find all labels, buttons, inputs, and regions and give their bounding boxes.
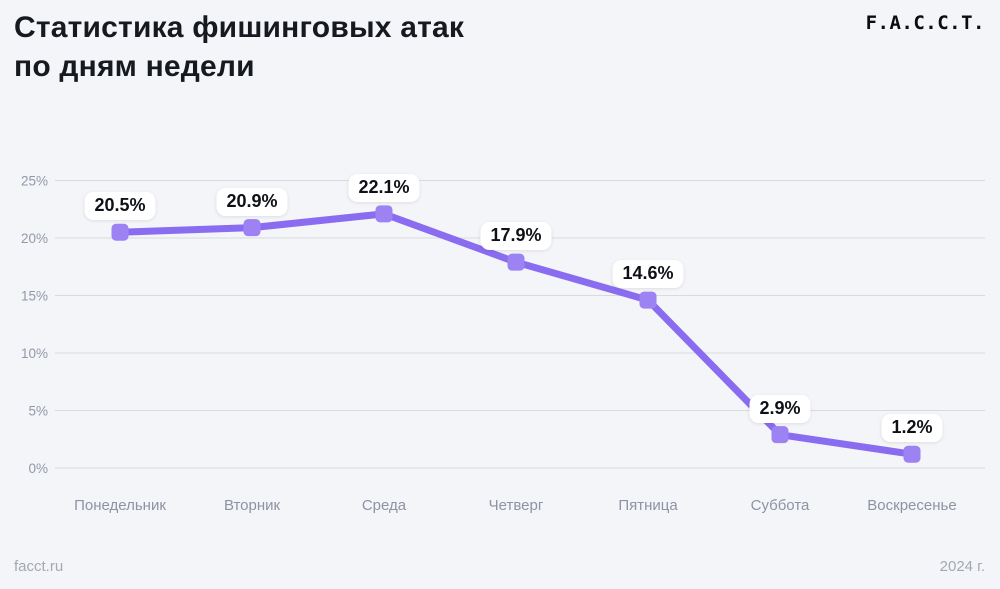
- x-axis-label: Суббота: [751, 497, 810, 514]
- data-point-marker: [507, 253, 525, 271]
- data-point-value-label: 20.9%: [216, 187, 288, 216]
- data-point-marker: [111, 223, 129, 241]
- chart-title-line2: по дням недели: [14, 50, 255, 83]
- x-axis-label: Вторник: [224, 497, 281, 514]
- data-point-value-label: 2.9%: [749, 394, 811, 423]
- data-point-marker: [639, 291, 657, 309]
- x-axis-label: Четверг: [489, 497, 544, 514]
- y-tick-label: 5%: [28, 404, 48, 419]
- x-axis-label: Пятница: [618, 497, 678, 514]
- data-point-marker: [771, 426, 789, 444]
- data-point-value-label: 14.6%: [612, 260, 684, 289]
- y-tick-label: 25%: [21, 174, 48, 189]
- data-point-value-label: 20.5%: [84, 192, 156, 221]
- data-point-marker: [375, 205, 393, 223]
- year-label: 2024 г.: [939, 558, 985, 575]
- y-tick-label: 15%: [21, 289, 48, 304]
- data-point-value-label: 1.2%: [881, 414, 943, 443]
- y-tick-label: 20%: [21, 231, 48, 246]
- y-tick-label: 0%: [28, 461, 48, 476]
- x-axis-label: Понедельник: [74, 497, 166, 514]
- chart-title: Статистика фишинговых атак по дням недели: [14, 8, 464, 86]
- x-axis-label: Воскресенье: [867, 497, 956, 514]
- data-point-marker: [903, 445, 921, 463]
- data-point-marker: [243, 219, 261, 237]
- y-tick-label: 10%: [21, 346, 48, 361]
- data-point-value-label: 17.9%: [480, 222, 552, 251]
- facct-logo: F.A.C.C.T.: [865, 12, 985, 34]
- x-axis-label: Среда: [362, 497, 407, 514]
- data-point-value-label: 22.1%: [348, 173, 420, 202]
- source-link[interactable]: facct.ru: [14, 558, 64, 575]
- chart-title-line1: Статистика фишинговых атак: [14, 11, 465, 44]
